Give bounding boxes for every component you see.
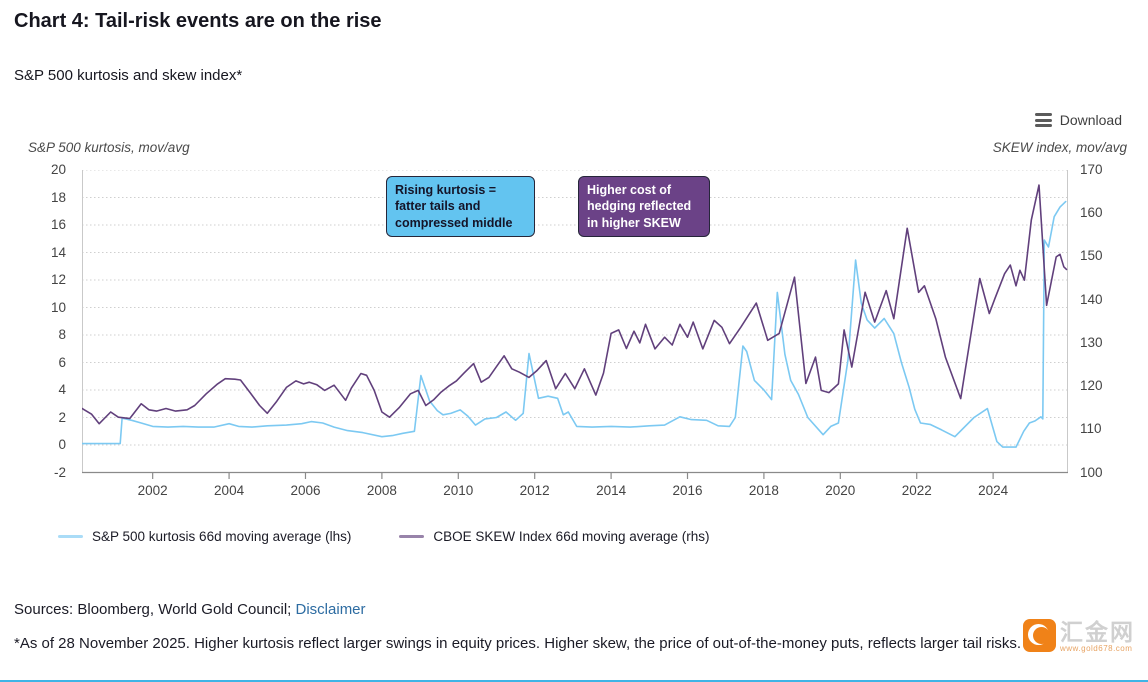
- sources-line: Sources: Bloomberg, World Gold Council; …: [14, 601, 366, 618]
- y-axis-tick-right: 110: [1080, 421, 1102, 437]
- x-axis-tick: 2024: [978, 483, 1009, 498]
- y-axis-tick-left: 6: [58, 354, 66, 370]
- x-axis-tick: 2012: [519, 483, 550, 498]
- plot-area: [81, 169, 1068, 480]
- y-axis-tick-right: 130: [1080, 334, 1103, 350]
- legend-label: S&P 500 kurtosis 66d moving average (lhs…: [92, 529, 352, 544]
- y-axis-tick-left: 10: [50, 299, 66, 315]
- y-axis-tick-left: 4: [58, 382, 66, 397]
- chart-subtitle: S&P 500 kurtosis and skew index*: [14, 67, 243, 84]
- y-axis-tick-left: 2: [58, 409, 66, 425]
- hamburger-menu-icon: [1034, 113, 1052, 127]
- legend-label: CBOE SKEW Index 66d moving average (rhs): [433, 529, 710, 544]
- y-axis-tick-right: 160: [1080, 205, 1103, 221]
- download-label: Download: [1059, 112, 1122, 128]
- annotation-box-skew: Higher cost of hedging reflected in high…: [578, 176, 710, 237]
- watermark-site-name: 汇金网: [1060, 619, 1135, 645]
- y-axis-tick-left: 18: [50, 189, 66, 205]
- legend-swatch: [399, 535, 425, 538]
- left-axis-title: S&P 500 kurtosis, mov/avg: [28, 140, 190, 155]
- y-axis-tick-left: 12: [50, 272, 66, 287]
- x-axis-tick: 2020: [825, 483, 856, 498]
- y-axis-tick-right: 170: [1080, 162, 1103, 177]
- chart-legend: S&P 500 kurtosis 66d moving average (lhs…: [58, 529, 710, 544]
- legend-item-kurtosis[interactable]: S&P 500 kurtosis 66d moving average (lhs…: [58, 529, 351, 544]
- watermark-url: www.gold678.com: [1060, 644, 1133, 653]
- watermark-logo-icon: [1023, 619, 1056, 652]
- y-axis-tick-right: 100: [1080, 464, 1103, 480]
- chart-canvas: [81, 169, 1068, 479]
- legend-swatch: [58, 535, 83, 538]
- y-axis-tick-left: -2: [53, 464, 66, 480]
- kurtosis-line: [81, 200, 1067, 448]
- sources-text: Sources: Bloomberg, World Gold Council;: [14, 601, 296, 618]
- legend-item-skew[interactable]: CBOE SKEW Index 66d moving average (rhs): [399, 529, 710, 544]
- annotation-box-kurtosis: Rising kurtosis = fatter tails and compr…: [386, 176, 535, 237]
- x-axis-tick: 2002: [137, 483, 168, 498]
- y-axis-tick-left: 8: [58, 327, 66, 342]
- x-axis-tick: 2006: [290, 483, 321, 498]
- x-axis-tick: 2014: [596, 483, 627, 498]
- download-button[interactable]: Download: [1034, 112, 1122, 128]
- x-axis-tick: 2018: [748, 483, 779, 498]
- watermark: 汇金网 www.gold678.com: [1023, 619, 1135, 653]
- x-axis-tick: 2016: [672, 483, 703, 498]
- bottom-divider: [0, 680, 1148, 682]
- x-axis-tick: 2008: [366, 483, 397, 498]
- y-axis-tick-left: 16: [50, 217, 66, 232]
- y-axis-tick-left: 0: [58, 437, 66, 452]
- right-axis-title: SKEW index, mov/avg: [992, 140, 1127, 155]
- x-axis-tick: 2004: [214, 483, 245, 498]
- x-axis-tick: 2010: [443, 483, 474, 498]
- y-axis-tick-right: 120: [1080, 378, 1103, 394]
- y-axis-tick-right: 140: [1080, 291, 1103, 307]
- footnote-text: *As of 28 November 2025. Higher kurtosis…: [14, 635, 1022, 652]
- x-axis-tick: 2022: [901, 483, 932, 498]
- skew-line: [81, 184, 1068, 425]
- y-axis-tick-left: 20: [50, 162, 66, 177]
- y-axis-tick-right: 150: [1080, 248, 1103, 264]
- disclaimer-link[interactable]: Disclaimer: [295, 601, 366, 618]
- page-title: Chart 4: Tail-risk events are on the ris…: [14, 10, 382, 32]
- y-axis-tick-left: 14: [50, 244, 66, 260]
